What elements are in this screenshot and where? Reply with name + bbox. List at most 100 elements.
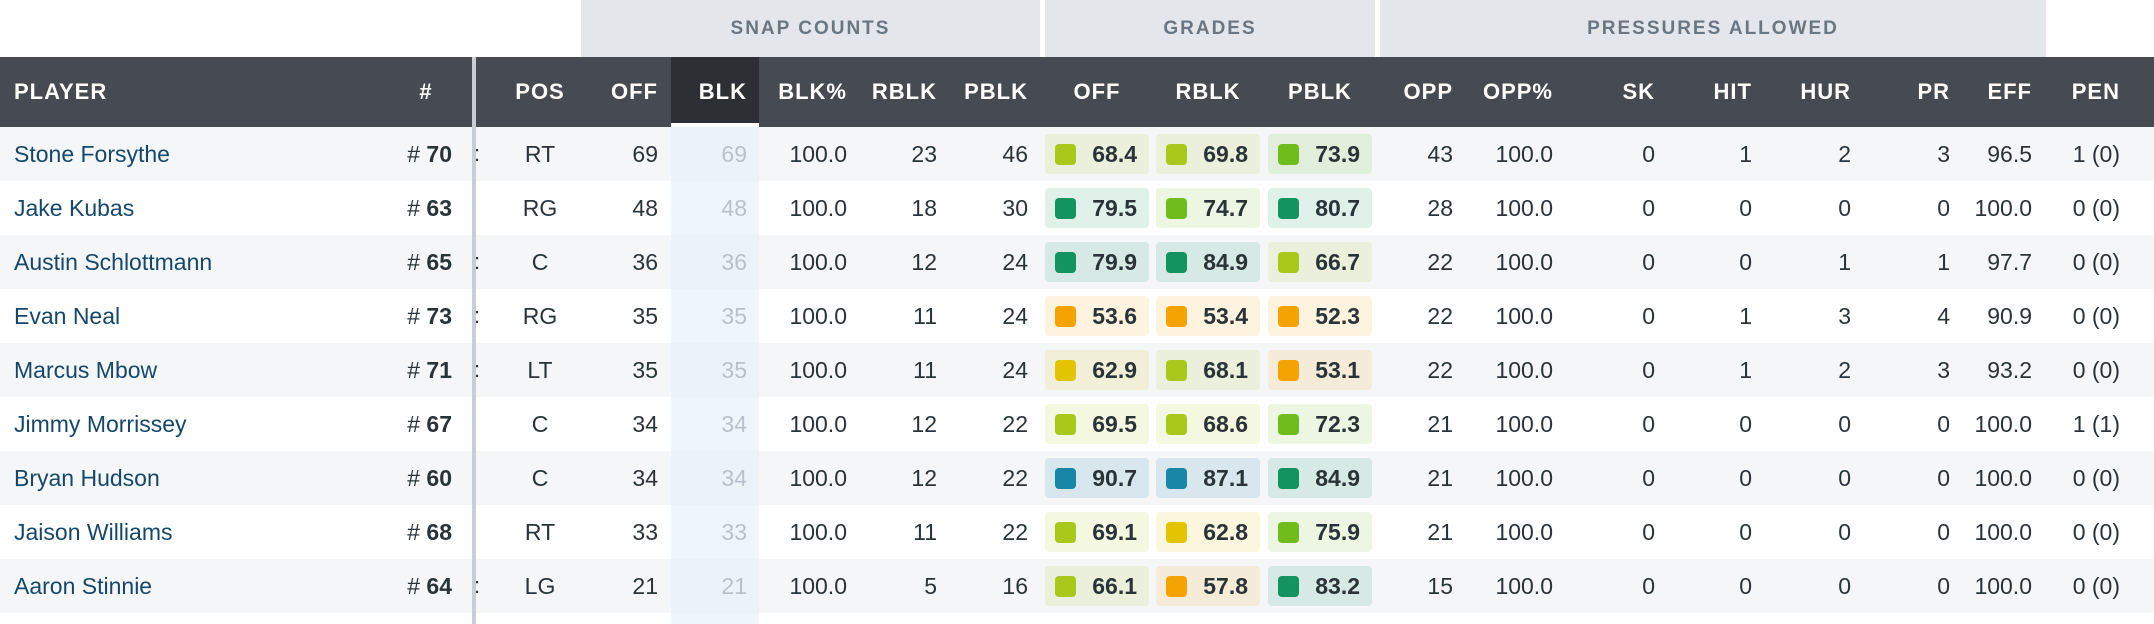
cell-hur: 0 [1838, 411, 1851, 437]
cell-opp: 43 [1427, 141, 1453, 167]
jersey-number: # 73 [380, 289, 452, 343]
player-name-link[interactable]: Evan Neal [14, 303, 121, 329]
col-header-hur[interactable]: HUR [1800, 79, 1851, 104]
table-row[interactable]: Aaron Stinnie# 64:LG2121100.051615100.00… [0, 559, 2154, 613]
cell-pblk: 30 [1002, 195, 1028, 221]
grade-rblk-badge: 68.1 [1156, 350, 1260, 390]
cell-hur: 2 [1838, 141, 1851, 167]
grade-off-value: 79.9 [1092, 249, 1137, 275]
jersey-number-prefix: # [407, 303, 427, 329]
cell-opp: 21 [1427, 465, 1453, 491]
cell-off: 21 [632, 573, 658, 599]
cell-hur: 2 [1838, 357, 1851, 383]
player-name-link[interactable]: Bryan Hudson [14, 465, 160, 491]
player-name-link[interactable]: Jaison Williams [14, 519, 173, 545]
grade-tier-swatch [1055, 144, 1076, 165]
table-row[interactable]: Marcus Mbow# 71:LT3535100.0112422100.001… [0, 343, 2154, 397]
jersey-number-text: # 73 [407, 289, 452, 343]
cell-sk: 0 [1642, 357, 1655, 383]
frozen-column-divider[interactable] [472, 57, 476, 624]
col-header-number[interactable]: # [419, 79, 433, 104]
row-menu-handle[interactable]: : [474, 573, 481, 598]
row-menu-handle[interactable]: : [474, 357, 481, 382]
col-header-grade-pblk[interactable]: PBLK [1288, 79, 1352, 104]
cell-opp-pct: 100.0 [1495, 411, 1553, 437]
row-menu-handle[interactable]: : [474, 303, 481, 328]
grade-off-badge: 53.6 [1045, 296, 1149, 336]
cell-pen: 0 (0) [2072, 195, 2120, 221]
grade-off-value: 53.6 [1092, 303, 1137, 329]
cell-opp: 15 [1427, 573, 1453, 599]
grade-tier-swatch [1055, 198, 1076, 219]
grade-pblk-value: 52.3 [1315, 303, 1360, 329]
table-row[interactable]: Austin Schlottmann# 65:C3636100.01224221… [0, 235, 2154, 289]
table-row[interactable]: Jake Kubas# 63RG4848100.0183028100.00000… [0, 181, 2154, 235]
col-header-rblk[interactable]: RBLK [871, 79, 937, 104]
player-name-link[interactable]: Jimmy Morrissey [14, 411, 187, 437]
cell-eff: 100.0 [1974, 411, 2032, 437]
col-header-pos[interactable]: POS [515, 79, 565, 104]
grade-rblk-badge: 62.8 [1156, 512, 1260, 552]
col-header-off[interactable]: OFF [611, 79, 658, 104]
col-header-opp-pct[interactable]: OPP% [1482, 79, 1553, 104]
grade-tier-swatch [1055, 414, 1076, 435]
col-header-eff[interactable]: EFF [1987, 79, 2032, 104]
table-row[interactable]: Jaison Williams# 68RT3333100.0112221100.… [0, 505, 2154, 559]
jersey-number-prefix: # [407, 141, 427, 167]
grade-off-badge: 79.5 [1045, 188, 1149, 228]
table-row[interactable]: Evan Neal# 73:RG3535100.0112422100.00134… [0, 289, 2154, 343]
col-header-player[interactable]: PLAYER [14, 79, 108, 104]
player-name-link[interactable]: Aaron Stinnie [14, 573, 153, 599]
table-row[interactable]: Jimmy Morrissey# 67C3434100.0122221100.0… [0, 397, 2154, 451]
grade-pblk-value: 83.2 [1315, 573, 1360, 599]
cell-pen: 0 (0) [2072, 249, 2120, 275]
cell-opp: 28 [1427, 195, 1453, 221]
grade-rblk-badge: 87.1 [1156, 458, 1260, 498]
col-header-grade-off[interactable]: OFF [1073, 79, 1121, 104]
cell-pos: C [531, 465, 549, 491]
table-row[interactable]: Stone Forsythe# 70:RT6969100.0234643100.… [0, 127, 2154, 181]
grade-off-value: 90.7 [1092, 465, 1137, 491]
col-header-blk[interactable]: BLK [698, 79, 747, 104]
col-header-pr[interactable]: PR [1917, 79, 1950, 104]
cell-pblk: 16 [1002, 573, 1028, 599]
cell-opp-pct: 100.0 [1495, 465, 1553, 491]
player-name-link[interactable]: Stone Forsythe [14, 141, 170, 167]
grade-off-badge: 66.1 [1045, 566, 1149, 606]
grade-tier-swatch [1166, 360, 1187, 381]
cell-blk-pct: 100.0 [789, 357, 847, 383]
active-sort-column-background [671, 57, 759, 127]
grade-pblk-badge: 72.3 [1268, 404, 1372, 444]
col-header-pen[interactable]: PEN [2071, 79, 2120, 104]
row-menu-handle[interactable]: : [474, 249, 481, 274]
cell-opp: 22 [1427, 249, 1453, 275]
player-name-link[interactable]: Jake Kubas [14, 195, 135, 221]
cell-opp: 21 [1427, 411, 1453, 437]
table-row[interactable]: Bryan Hudson# 60C3434100.0122221100.0000… [0, 451, 2154, 505]
cell-hit: 0 [1739, 249, 1752, 275]
grade-pblk-badge: 83.2 [1268, 566, 1372, 606]
cell-pr: 3 [1937, 141, 1950, 167]
cell-rblk: 12 [911, 411, 937, 437]
col-header-hit[interactable]: HIT [1713, 79, 1752, 104]
cell-pen: 0 (0) [2072, 465, 2120, 491]
cell-hur: 0 [1838, 195, 1851, 221]
col-header-blk-pct[interactable]: BLK% [778, 79, 847, 104]
col-header-grade-rblk[interactable]: RBLK [1175, 79, 1241, 104]
player-name-link[interactable]: Austin Schlottmann [14, 249, 213, 275]
cell-pen: 0 (0) [2072, 357, 2120, 383]
cell-pen: 0 (0) [2072, 519, 2120, 545]
cell-hit: 0 [1739, 465, 1752, 491]
cell-hit: 0 [1739, 195, 1752, 221]
col-header-opp[interactable]: OPP [1403, 79, 1453, 104]
cell-pen: 0 (0) [2072, 303, 2120, 329]
cell-hur: 1 [1838, 249, 1851, 275]
active-sort-underline [671, 123, 759, 127]
cell-opp: 22 [1427, 357, 1453, 383]
cell-off: 36 [632, 249, 658, 275]
player-name-link[interactable]: Marcus Mbow [14, 357, 158, 383]
col-header-sk[interactable]: SK [1622, 79, 1655, 104]
row-menu-handle[interactable]: : [474, 141, 481, 166]
col-header-pblk[interactable]: PBLK [964, 79, 1028, 104]
cell-pr: 3 [1937, 357, 1950, 383]
